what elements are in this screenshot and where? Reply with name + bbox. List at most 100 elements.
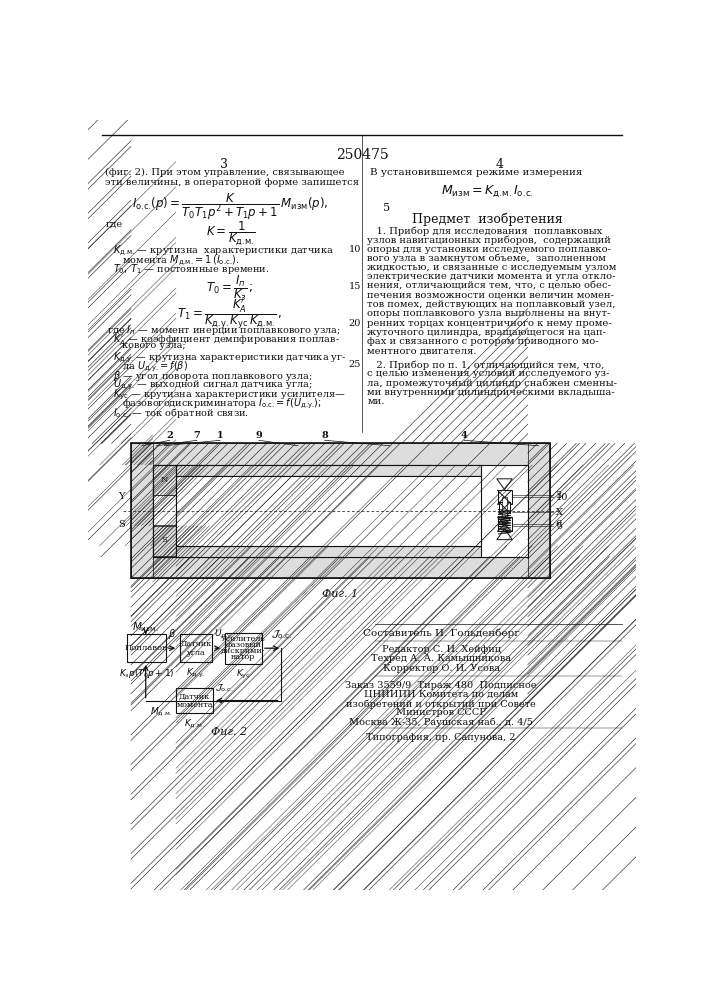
Bar	[176, 546, 481, 557]
Bar	[131, 443, 153, 578]
Bar	[176, 546, 481, 557]
Text: Корректор О. И. Усова: Корректор О. И. Усова	[382, 664, 500, 673]
Text: Усилитель: Усилитель	[221, 635, 266, 643]
Text: узлов навигационных приборов,  содержащий: узлов навигационных приборов, содержащий	[368, 235, 612, 245]
Text: $\mathcal{J}_{\text{о.с.}}$: $\mathcal{J}_{\text{о.с.}}$	[271, 628, 292, 641]
Text: $\mathcal{J}_{\text{о.с.}}$: $\mathcal{J}_{\text{о.с.}}$	[216, 682, 234, 694]
Text: где: где	[105, 219, 123, 228]
Text: нения, отличающийся тем, что, с целью обес-: нения, отличающийся тем, что, с целью об…	[368, 282, 612, 291]
Text: $\beta$ — угол поворота поплавкового узла;: $\beta$ — угол поворота поплавкового узл…	[113, 369, 312, 383]
Text: 3: 3	[556, 491, 562, 500]
Text: 2: 2	[166, 431, 173, 440]
Text: 5: 5	[556, 522, 562, 531]
Text: Датчик: Датчик	[180, 640, 211, 648]
Text: $T_1 = \dfrac{K_А'}{K_{\text{д.у.}}\,K_{\text{ус}}\,K_{\text{д.м.}}}\,,$: $T_1 = \dfrac{K_А'}{K_{\text{д.у.}}\,K_{…	[177, 296, 283, 331]
Text: момента $M_{\text{д.м.}} = 1\,(I_{\text{о.с.}})$.: момента $M_{\text{д.м.}} = 1\,(I_{\text{…	[122, 253, 240, 268]
Text: X: X	[556, 508, 563, 517]
Text: 10: 10	[349, 245, 361, 254]
Text: $\beta$: $\beta$	[168, 627, 176, 641]
Text: ла, промежуточный цилиндр снабжен сменны-: ла, промежуточный цилиндр снабжен сменны…	[368, 379, 617, 388]
Text: опоры поплавкового узла выполнены на внут-: опоры поплавкового узла выполнены на вну…	[368, 309, 611, 318]
Text: Датчик: Датчик	[179, 692, 210, 700]
Bar	[127, 634, 166, 662]
Text: 6: 6	[556, 520, 562, 529]
Bar	[131, 443, 549, 578]
Text: Типография, пр. Сапунова, 2: Типография, пр. Сапунова, 2	[366, 733, 515, 742]
Text: Поплавон: Поплавон	[124, 644, 168, 652]
Bar	[528, 443, 549, 578]
Text: электрические датчики момента и угла откло-: электрические датчики момента и угла отк…	[368, 272, 616, 281]
Text: S: S	[118, 520, 125, 529]
Text: 2. Прибор по п. 1, отличающийся тем, что,: 2. Прибор по п. 1, отличающийся тем, что…	[368, 360, 604, 370]
Bar	[153, 465, 528, 557]
Text: $I_{\text{о.с.}}$ — ток обратной связи.: $I_{\text{о.с.}}$ — ток обратной связи.	[113, 406, 250, 420]
Text: печения возможности оценки величин момен-: печения возможности оценки величин момен…	[368, 291, 614, 300]
Text: 20: 20	[349, 319, 361, 328]
Text: 4: 4	[461, 431, 467, 440]
Text: фазовогодискриминатора $I_{\text{о.с.}} = f(U_{\text{д.у.}});$: фазовогодискриминатора $I_{\text{о.с.}} …	[122, 396, 322, 411]
Text: 10: 10	[556, 493, 568, 502]
Text: Заказ 3559/9  Тираж 480  Подписное: Заказ 3559/9 Тираж 480 Подписное	[345, 681, 537, 690]
Text: $T_0 = \dfrac{I_п}{K_з}\,;$: $T_0 = \dfrac{I_п}{K_з}\,;$	[206, 273, 254, 303]
Text: ми внутренними цилиндрическими вкладыша-: ми внутренними цилиндрическими вкладыша-	[368, 388, 615, 397]
Text: ренних торцах концентричного к нему проме-: ренних торцах концентричного к нему пром…	[368, 319, 612, 328]
Text: $М_{\text{изм.}}$: $М_{\text{изм.}}$	[132, 620, 159, 634]
Bar	[153, 526, 176, 556]
Text: S: S	[161, 536, 168, 544]
Text: Предмет  изобретения: Предмет изобретения	[412, 212, 563, 226]
Text: жуточного цилиндра, вращающегося на цап-: жуточного цилиндра, вращающегося на цап-	[368, 328, 607, 337]
Text: Техред А. А. Камышникова: Техред А. А. Камышникова	[371, 654, 511, 663]
Text: натор: натор	[231, 653, 255, 661]
Text: Фиг. 1: Фиг. 1	[322, 589, 358, 599]
Text: угла: угла	[187, 649, 206, 657]
Text: (фиг. 2). При этом управление, связывающее: (фиг. 2). При этом управление, связывающ…	[105, 168, 345, 177]
Text: Y: Y	[118, 492, 125, 501]
Text: Москва Ж-35, Раушская наб., д. 4/5: Москва Ж-35, Раушская наб., д. 4/5	[349, 718, 533, 727]
Text: дискрими-: дискрими-	[221, 647, 266, 655]
Text: вого узла в замкнутом объеме,  заполненном: вого узла в замкнутом объеме, заполненно…	[368, 254, 606, 263]
Text: изобретений и открытий при Совете: изобретений и открытий при Совете	[346, 699, 536, 709]
Text: $K_{\text{ус}}$ — крутизна характеристики усилителя—: $K_{\text{ус}}$ — крутизна характеристик…	[113, 387, 346, 402]
Text: 1. Прибор для исследования  поплавковых: 1. Прибор для исследования поплавковых	[368, 226, 602, 236]
Text: 7: 7	[194, 431, 200, 440]
Bar	[176, 476, 481, 546]
Text: N: N	[160, 476, 168, 484]
Text: 9: 9	[255, 431, 262, 440]
Text: $K_{\text{д.у.}}$ — крутизна характеристики датчика уг-: $K_{\text{д.у.}}$ — крутизна характерист…	[113, 350, 347, 365]
Text: 8: 8	[322, 431, 328, 440]
Text: $K_{\text{д.м.}}$ — крутизна  характеристики датчика: $K_{\text{д.м.}}$ — крутизна характерист…	[113, 244, 334, 258]
Text: $K_{\text{д.м.}}$: $K_{\text{д.м.}}$	[185, 718, 205, 730]
Text: 4: 4	[495, 158, 503, 172]
Bar	[499, 502, 510, 513]
Text: фазовый: фазовый	[226, 641, 262, 649]
Text: $T_0,\,T_1$ — постоянные времени.: $T_0,\,T_1$ — постоянные времени.	[113, 262, 270, 276]
Text: опоры для установки исследуемого поплавко-: опоры для установки исследуемого поплавк…	[368, 245, 612, 254]
Text: $K_{\text{з}}p(T_0p+1)$: $K_{\text{з}}p(T_0p+1)$	[119, 667, 175, 680]
Bar	[498, 517, 512, 531]
Text: ЦНИИПИ Комитета по делам: ЦНИИПИ Комитета по делам	[364, 690, 518, 699]
Text: $K_А'$ — коэффициент демпфирования поплав-: $K_А'$ — коэффициент демпфирования попла…	[113, 332, 340, 347]
Text: кового узла;: кового узла;	[122, 341, 186, 350]
Bar	[131, 557, 549, 578]
Text: 15: 15	[349, 282, 361, 291]
Text: ми.: ми.	[368, 397, 385, 406]
Text: $K_{\text{ус}}$: $K_{\text{ус}}$	[236, 668, 251, 681]
Text: 250475: 250475	[336, 148, 388, 162]
Text: 5: 5	[383, 203, 390, 213]
Text: ла $U_{\text{д.у.}} = f(\beta)$: ла $U_{\text{д.у.}} = f(\beta)$	[122, 359, 189, 374]
Bar	[176, 688, 213, 713]
Bar	[153, 495, 176, 525]
Bar	[131, 443, 549, 465]
Text: В установившемся режиме измерения: В установившемся режиме измерения	[370, 168, 583, 177]
Text: $K = \dfrac{1}{K_{\text{д.м.}}}$: $K = \dfrac{1}{K_{\text{д.м.}}}$	[206, 219, 255, 248]
Bar	[498, 490, 512, 504]
Text: Министров СССР: Министров СССР	[396, 708, 486, 717]
Bar	[225, 633, 262, 664]
Text: $K_{\text{д.у.}}$: $K_{\text{д.у.}}$	[187, 667, 206, 680]
Text: $M_{\text{изм}} = K_{\text{д.м.}}\,I_{\text{о.с.}}$: $M_{\text{изм}} = K_{\text{д.м.}}\,I_{\t…	[441, 183, 534, 199]
Text: момента: момента	[176, 701, 213, 709]
Bar	[153, 465, 176, 495]
Text: 1: 1	[217, 431, 223, 440]
Text: тов помех, действующих на поплавковый узел,: тов помех, действующих на поплавковый уз…	[368, 300, 616, 309]
Text: где $I_п$ — момент инерции поплавкового узла;: где $I_п$ — момент инерции поплавкового …	[107, 323, 341, 337]
